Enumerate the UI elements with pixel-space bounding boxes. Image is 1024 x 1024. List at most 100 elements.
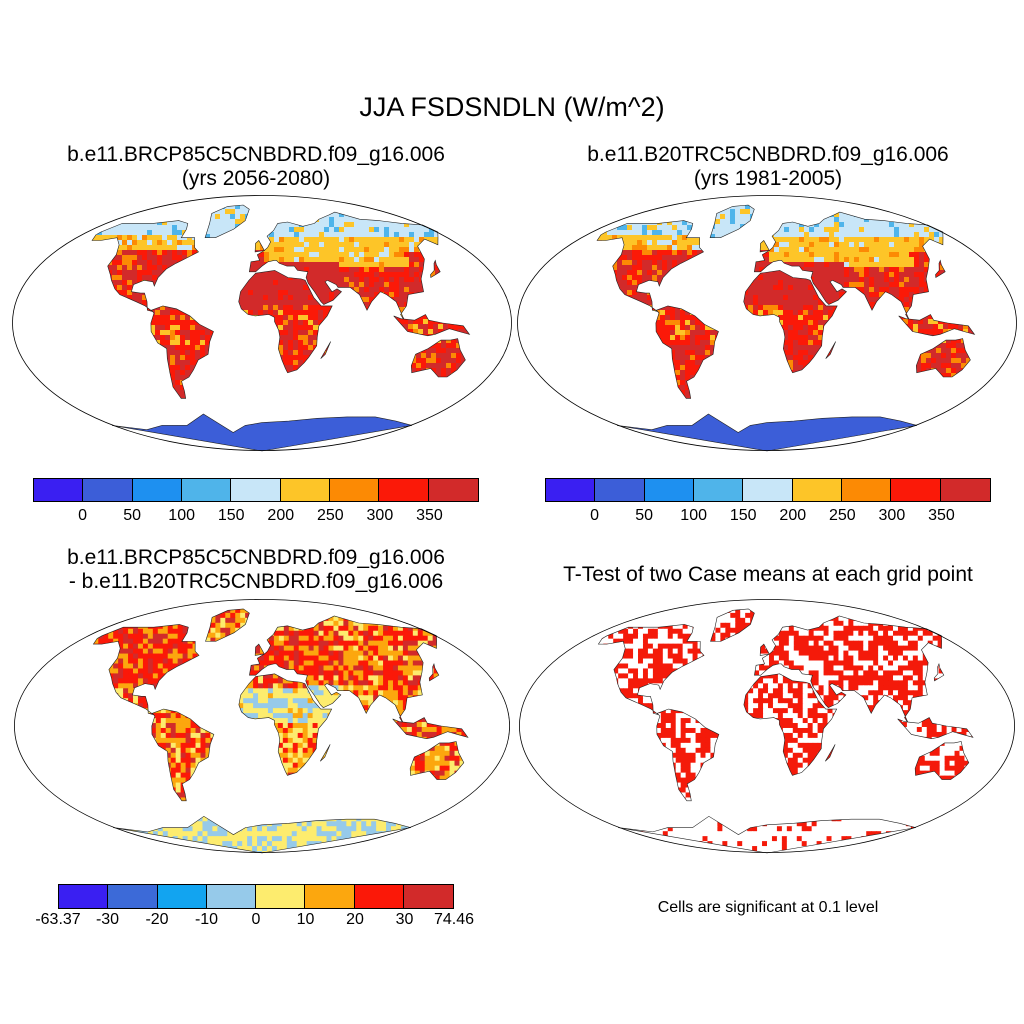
- colorbar-swatch: [305, 885, 355, 908]
- land-south-america: [655, 305, 719, 399]
- colorbar-tick-label: -10: [194, 911, 219, 928]
- map-difference: [14, 599, 510, 854]
- colorbar-tick-label: 20: [346, 911, 364, 928]
- colorbar-absolute-left: [33, 478, 479, 502]
- colorbar-ticks-absolute-right: 0 50 100 150 200 250 300 350: [512, 507, 1024, 527]
- colorbar-swatch: [940, 479, 990, 501]
- colorbar-tick-label: 200: [779, 507, 807, 524]
- colorbar-swatch: [379, 479, 429, 501]
- colorbar-tick-label: 0: [78, 507, 87, 524]
- panel-title-control-line1: b.e11.B20TRC5CNBDRD.f09_g16.006: [587, 143, 949, 166]
- land-north-america: [92, 220, 199, 312]
- significance-note: Cells are significant at 0.1 level: [657, 899, 879, 916]
- coastline-antarctica: [618, 815, 916, 854]
- land-north-america: [93, 624, 199, 715]
- colorbar-difference: [58, 884, 454, 909]
- coastline-greenland: [710, 608, 755, 642]
- colorbar-swatch: [181, 479, 232, 501]
- land-madagascar: [320, 744, 331, 762]
- coastline-australia: [914, 741, 970, 780]
- land-madagascar: [320, 341, 331, 359]
- land-japan: [430, 260, 441, 278]
- colorbar-tick-label: -20: [145, 911, 169, 928]
- map-border: [517, 195, 1017, 451]
- land-greenland: [710, 205, 755, 238]
- colorbar-swatch: [231, 479, 281, 501]
- land-north-america: [598, 624, 704, 715]
- coastline-uk: [254, 643, 265, 656]
- colorbar-swatch: [59, 885, 109, 908]
- colorbar-tick-label: -30: [95, 911, 120, 928]
- colorbar-ticks-difference: -63.37 -30 -20 -10 0 10 20 30 74.46: [0, 911, 512, 931]
- coastline-madagascar: [320, 341, 331, 359]
- colorbar-tick-label: 100: [168, 507, 196, 524]
- coastline-south-america: [655, 305, 719, 399]
- land-greenland: [205, 205, 250, 238]
- colorbar-swatch: [256, 885, 306, 908]
- coastline-africa: [238, 270, 333, 374]
- colorbar-tick-label: 74.46: [433, 911, 475, 928]
- land-south-america: [150, 305, 214, 399]
- figure-title: JJA FSDSNDLN (W/m^2): [359, 92, 665, 122]
- colorbar-tick-label: 0: [251, 911, 261, 928]
- coastline-indonesia: [393, 314, 471, 337]
- colorbar-tick-label: 0: [590, 507, 599, 524]
- colorbar-swatch: [403, 885, 453, 908]
- coastline-north-america: [91, 220, 199, 312]
- colorbar-tick-label: 350: [928, 507, 955, 524]
- map-ttest: [519, 599, 1015, 854]
- colorbar-swatch: [743, 479, 793, 501]
- coastline-north-america: [596, 220, 704, 312]
- panel-title-control-line2: (yrs 1981-2005): [693, 167, 843, 190]
- coastline-madagascar: [825, 341, 836, 359]
- colorbar-swatch: [428, 479, 478, 501]
- panel-title-control: b.e11.B20TRC5CNBDRD.f09_g16.006 (yrs 198…: [512, 143, 1024, 191]
- colorbar-swatch: [280, 479, 330, 501]
- land-madagascar: [825, 744, 836, 762]
- colorbar-tick-label: 250: [828, 507, 856, 524]
- land-japan: [934, 663, 944, 681]
- coastline-south-america: [151, 708, 215, 802]
- coastline-madagascar: [824, 744, 836, 762]
- map-control: [517, 195, 1017, 452]
- panel-title-case-line2: (yrs 2056-2080): [181, 167, 331, 190]
- coastline-indonesia: [392, 717, 469, 740]
- coastline-antarctica: [616, 413, 918, 452]
- colorbar-tick-label: 200: [267, 507, 295, 524]
- colorbar-swatch: [206, 885, 256, 908]
- panel-title-case: b.e11.BRCP85C5CNBDRD.f09_g16.006 (yrs 20…: [0, 143, 512, 191]
- coastline-antarctica: [111, 413, 413, 452]
- colorbar-swatch: [354, 885, 404, 908]
- coastline-uk: [759, 643, 770, 656]
- coastline-greenland: [205, 608, 250, 642]
- panel-title-difference-line2: - b.e11.B20TRC5CNBDRD.f09_g16.006: [68, 570, 444, 593]
- colorbar-swatch: [34, 479, 84, 501]
- colorbar-tick-label: 350: [416, 507, 443, 524]
- panel-title-difference: b.e11.BRCP85C5CNBDRD.f09_g16.006 - b.e11…: [0, 546, 512, 594]
- colorbar-tick-label: 250: [316, 507, 344, 524]
- coastline-madagascar: [319, 744, 331, 762]
- colorbar-swatch: [595, 479, 645, 501]
- colorbar-tick-label: 50: [123, 507, 142, 524]
- coastline-south-america: [656, 708, 720, 802]
- coastline-antarctica: [113, 815, 411, 854]
- panel-title-difference-line1: b.e11.BRCP85C5CNBDRD.f09_g16.006: [67, 546, 445, 569]
- colorbar-swatch: [157, 885, 207, 908]
- colorbar-swatch: [83, 479, 133, 501]
- map-border: [519, 599, 1015, 853]
- coastline-japan: [428, 662, 440, 682]
- map-border: [12, 195, 512, 451]
- colorbar-tick-label: 300: [878, 507, 906, 524]
- coastline-south-america: [150, 305, 214, 399]
- land-japan: [935, 260, 946, 278]
- coastline-indonesia: [898, 314, 976, 337]
- colorbar-swatch: [891, 479, 941, 501]
- coastline-japan: [933, 662, 945, 682]
- colorbar-tick-label: 100: [680, 507, 708, 524]
- colorbar-absolute-right: [545, 478, 991, 502]
- land-madagascar: [825, 341, 836, 359]
- coastline-greenland: [709, 204, 755, 239]
- colorbar-swatch: [132, 479, 182, 501]
- coastline-africa: [743, 270, 838, 374]
- land-south-america: [151, 709, 214, 801]
